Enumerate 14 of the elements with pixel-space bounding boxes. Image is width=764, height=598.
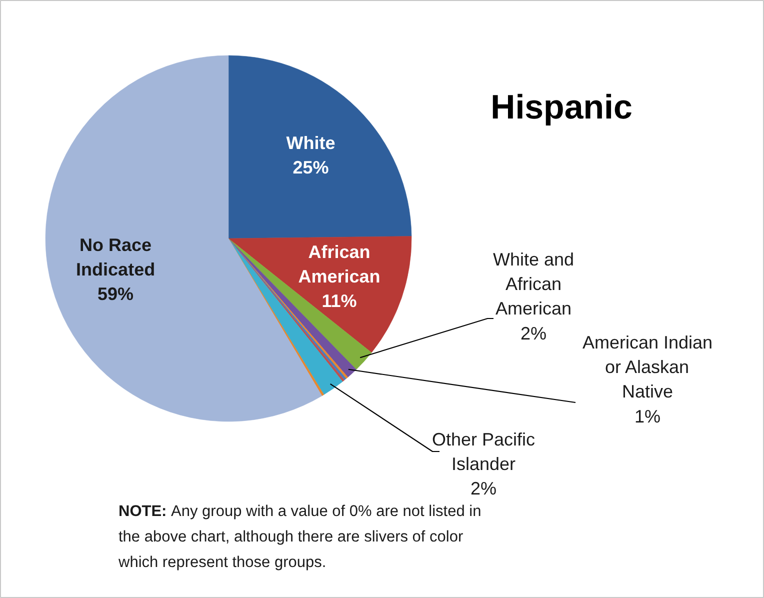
data-label: 2%	[520, 323, 547, 344]
data-label: 1%	[634, 406, 661, 426]
slice-label: Other Pacific Islander	[432, 430, 536, 474]
text: Hispanic	[490, 88, 632, 126]
data-label: 2%	[470, 478, 497, 499]
slice-label: No Race Indicated	[76, 234, 156, 280]
slice-label: African American	[298, 242, 380, 286]
data-label: 59%	[98, 284, 134, 304]
data-label: 11%	[322, 291, 357, 312]
text: NOTE: Any group with a value of 0% are not listed in the above chart, although there are slivers of color which represent those groups.	[118, 503, 482, 571]
slice-label: White and African American	[492, 250, 574, 319]
slice-label: American Indian or Alaskan Native	[582, 332, 713, 402]
data-label: 25%	[292, 157, 329, 178]
slice-label: White	[286, 132, 336, 153]
